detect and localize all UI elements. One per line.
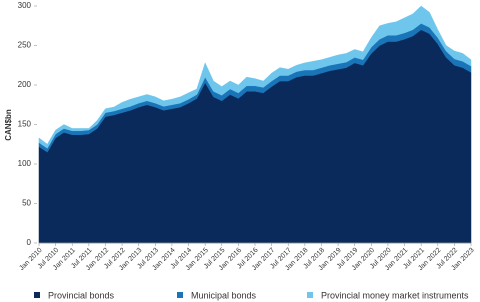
legend-swatch — [307, 292, 313, 298]
legend-text: Provincial bonds — [48, 290, 115, 300]
y-axis-label: CAN$bn — [4, 109, 13, 141]
legend-swatch — [34, 292, 40, 298]
y-tick-label: 300 — [18, 1, 32, 10]
y-tick-label: 0 — [27, 238, 32, 247]
y-tick-label: 250 — [18, 41, 32, 50]
y-tick-label: 100 — [18, 159, 32, 168]
y-tick-label: 50 — [22, 199, 31, 208]
area — [38, 5, 472, 149]
legend-text: Municipal bonds — [191, 290, 257, 300]
y-tick-label: 150 — [18, 120, 32, 129]
legend-swatch — [177, 292, 183, 298]
area — [38, 29, 472, 244]
y-tick-label: 200 — [18, 80, 32, 89]
legend-text: Provincial money market instruments — [321, 290, 469, 300]
